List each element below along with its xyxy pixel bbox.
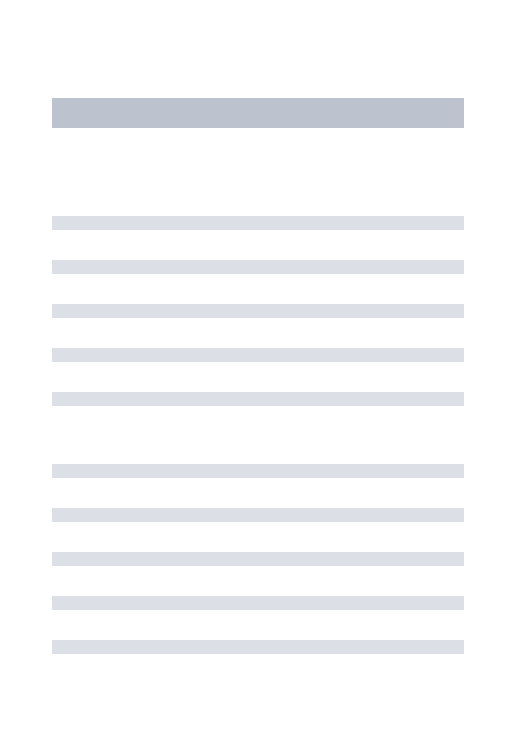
skeleton-line [52,596,464,610]
skeleton-line [52,216,464,230]
skeleton-line [52,348,464,362]
skeleton-line [52,640,464,654]
skeleton-section-gap [52,436,464,464]
skeleton-line [52,304,464,318]
skeleton-container [0,0,516,736]
skeleton-header-bar [52,98,464,128]
skeleton-line [52,392,464,406]
skeleton-section-2 [52,464,464,654]
skeleton-line [52,260,464,274]
skeleton-line [52,552,464,566]
skeleton-line [52,508,464,522]
skeleton-section-1 [52,216,464,406]
skeleton-line [52,464,464,478]
